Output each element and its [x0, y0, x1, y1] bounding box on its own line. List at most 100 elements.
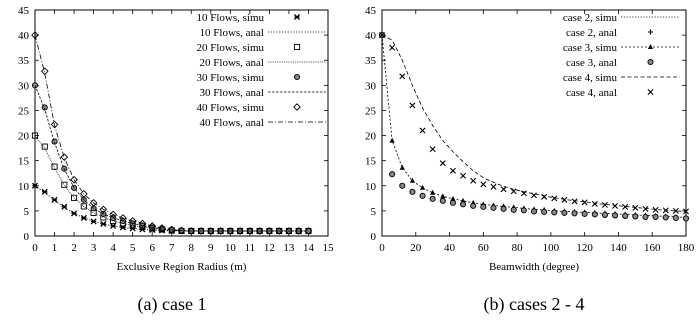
data-point — [31, 182, 39, 189]
legend-label: case 3, anal — [566, 57, 617, 69]
y-tick-label: 30 — [365, 80, 377, 92]
data-point — [409, 188, 416, 195]
data-point — [226, 227, 235, 235]
legend-label: 40 Flows, anal — [200, 117, 264, 129]
data-point — [389, 137, 395, 143]
data-point — [571, 198, 578, 205]
data-point — [51, 138, 58, 145]
x-tick-label: 12 — [264, 242, 275, 254]
x-tick-label: 180 — [678, 242, 695, 254]
data-point — [158, 224, 166, 232]
data-point — [470, 202, 477, 209]
data-point — [480, 181, 487, 188]
legend-label: 20 Flows, anal — [200, 57, 264, 69]
y-tick-label: 35 — [18, 55, 30, 67]
x-tick-label: 20 — [410, 242, 422, 254]
y-tick-label: 15 — [18, 156, 30, 168]
data-point — [632, 213, 639, 220]
data-point — [70, 175, 78, 184]
y-tick-label: 40 — [365, 30, 377, 42]
x-tick-label: 5 — [130, 242, 136, 254]
plot-frame — [381, 9, 687, 237]
data-point — [561, 209, 568, 216]
legend-label: case 4, simu — [563, 72, 618, 84]
data-point — [31, 132, 39, 139]
data-point — [40, 67, 49, 76]
series-line — [34, 35, 309, 232]
data-point — [138, 219, 147, 228]
x-tick-label: 0 — [32, 242, 38, 254]
y-tick-label: 0 — [371, 231, 377, 243]
data-point — [419, 192, 426, 199]
x-tick-label: 60 — [478, 242, 490, 254]
data-point — [449, 199, 456, 206]
y-tick-label: 20 — [365, 131, 377, 143]
y-tick-label: 5 — [24, 206, 30, 218]
data-point — [601, 201, 608, 208]
data-point — [449, 167, 456, 174]
x-tick-label: 140 — [610, 242, 627, 254]
series-30-flows-simu — [31, 82, 312, 235]
legend-label: 10 Flows, simu — [196, 12, 264, 24]
data-point — [148, 222, 157, 230]
series-30-flows-anal — [34, 85, 309, 232]
data-point — [500, 205, 507, 212]
data-point — [294, 227, 303, 235]
data-point — [601, 211, 608, 218]
data-point — [409, 177, 415, 183]
data-point — [89, 199, 98, 207]
data-point — [439, 160, 446, 167]
data-point — [662, 207, 669, 214]
series-case-3-simu — [379, 32, 689, 220]
data-point — [409, 102, 416, 109]
data-point — [304, 227, 313, 235]
data-point — [632, 204, 639, 211]
data-point — [490, 183, 497, 190]
data-point — [551, 195, 558, 202]
data-point — [79, 189, 88, 198]
data-point — [430, 189, 436, 195]
legend-label: 10 Flows, anal — [200, 27, 264, 39]
data-point — [61, 181, 68, 188]
y-tick-label: 10 — [18, 181, 30, 193]
series-10-flows-anal — [34, 185, 309, 232]
data-point — [399, 73, 406, 80]
plot-frame — [34, 9, 329, 237]
legend-label: case 2, simu — [563, 12, 618, 24]
data-point — [399, 164, 405, 170]
data-point — [50, 120, 59, 129]
data-point — [246, 227, 254, 235]
data-point — [520, 190, 527, 197]
x-tick-label: 15 — [323, 242, 335, 254]
x-tick-label: 3 — [91, 242, 97, 254]
y-tick-label: 45 — [18, 5, 30, 17]
series-case-4-anal — [379, 32, 689, 215]
data-point — [682, 215, 690, 222]
data-point — [683, 208, 689, 215]
x-tick-label: 14 — [303, 242, 315, 254]
data-point — [206, 227, 215, 235]
chart-cases-2-4: 0 5 10 15 20 25 30 35 40 45 0 20 40 60 80 100 120 140 160 1… — [365, 5, 695, 315]
data-point — [80, 214, 87, 221]
data-point — [419, 184, 426, 190]
data-point — [71, 194, 78, 201]
x-tick-label: 160 — [644, 242, 661, 254]
x-tick-label: 40 — [444, 242, 456, 254]
legend-marker-sample — [293, 43, 301, 51]
series-40-flows-anal — [34, 35, 309, 232]
data-point — [470, 177, 477, 184]
data-point — [530, 208, 538, 215]
series-line — [381, 35, 687, 218]
x-tick-label: 1 — [52, 242, 58, 254]
series-20-flows-anal — [34, 135, 309, 232]
figure-caption: (b) cases 2 - 4 — [484, 294, 585, 315]
x-tick-label: 13 — [283, 242, 295, 254]
data-point — [41, 143, 48, 150]
data-point — [177, 226, 186, 235]
y-tick-label: 15 — [365, 156, 377, 168]
legend-marker-sample — [293, 73, 301, 81]
data-point — [551, 209, 558, 216]
data-point — [490, 204, 497, 211]
data-point — [429, 195, 436, 202]
y-tick-label: 40 — [18, 30, 30, 42]
